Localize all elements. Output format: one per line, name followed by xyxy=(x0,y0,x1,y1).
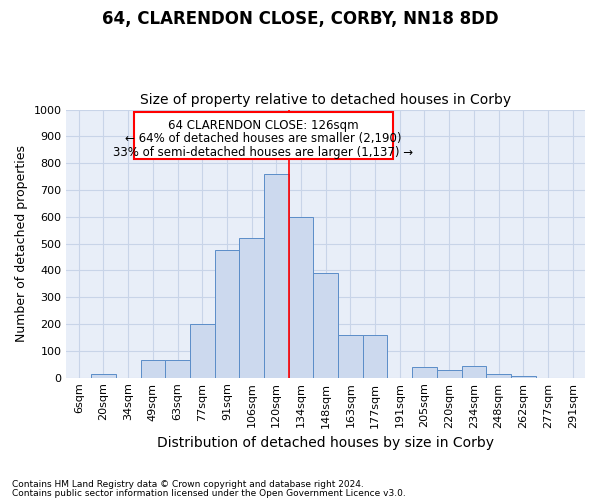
Bar xyxy=(412,367,437,378)
Bar xyxy=(461,366,486,378)
Bar xyxy=(289,218,313,378)
Bar xyxy=(165,360,190,378)
Text: 33% of semi-detached houses are larger (1,137) →: 33% of semi-detached houses are larger (… xyxy=(113,146,413,159)
Y-axis label: Number of detached properties: Number of detached properties xyxy=(15,145,28,342)
X-axis label: Distribution of detached houses by size in Corby: Distribution of detached houses by size … xyxy=(157,436,494,450)
Bar xyxy=(363,335,388,378)
Bar xyxy=(140,360,165,378)
Bar xyxy=(91,374,116,378)
Bar xyxy=(239,238,264,378)
Bar xyxy=(134,112,393,159)
Text: Contains public sector information licensed under the Open Government Licence v3: Contains public sector information licen… xyxy=(12,488,406,498)
Bar xyxy=(264,174,289,378)
Bar xyxy=(486,374,511,378)
Bar xyxy=(437,370,461,378)
Text: Contains HM Land Registry data © Crown copyright and database right 2024.: Contains HM Land Registry data © Crown c… xyxy=(12,480,364,489)
Text: ← 64% of detached houses are smaller (2,190): ← 64% of detached houses are smaller (2,… xyxy=(125,132,402,145)
Bar xyxy=(190,324,215,378)
Bar xyxy=(215,250,239,378)
Text: 64, CLARENDON CLOSE, CORBY, NN18 8DD: 64, CLARENDON CLOSE, CORBY, NN18 8DD xyxy=(101,10,499,28)
Text: 64 CLARENDON CLOSE: 126sqm: 64 CLARENDON CLOSE: 126sqm xyxy=(168,119,359,132)
Bar xyxy=(313,273,338,378)
Title: Size of property relative to detached houses in Corby: Size of property relative to detached ho… xyxy=(140,93,511,107)
Bar xyxy=(511,376,536,378)
Bar xyxy=(338,335,363,378)
